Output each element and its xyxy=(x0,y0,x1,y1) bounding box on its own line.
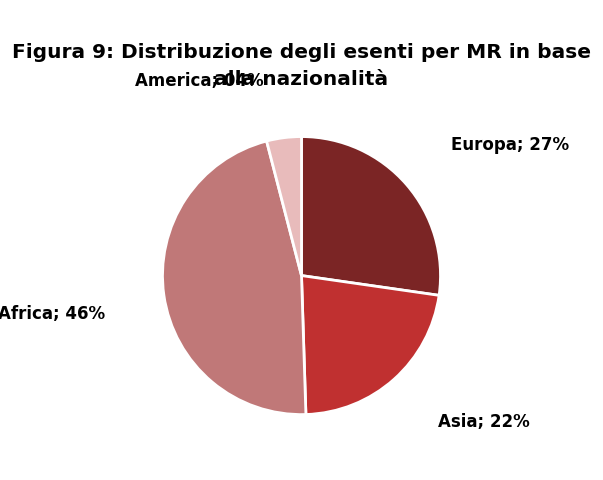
Text: America; 04%: America; 04% xyxy=(136,72,264,89)
Wedge shape xyxy=(267,137,302,276)
Text: Figura 9: Distribuzione degli esenti per MR in base
alla nazionalità: Figura 9: Distribuzione degli esenti per… xyxy=(12,43,591,89)
Wedge shape xyxy=(162,142,306,415)
Text: Europa; 27%: Europa; 27% xyxy=(451,135,569,153)
Wedge shape xyxy=(302,137,441,296)
Text: Africa; 46%: Africa; 46% xyxy=(0,304,106,322)
Text: Asia; 22%: Asia; 22% xyxy=(438,412,530,430)
Wedge shape xyxy=(302,276,439,415)
